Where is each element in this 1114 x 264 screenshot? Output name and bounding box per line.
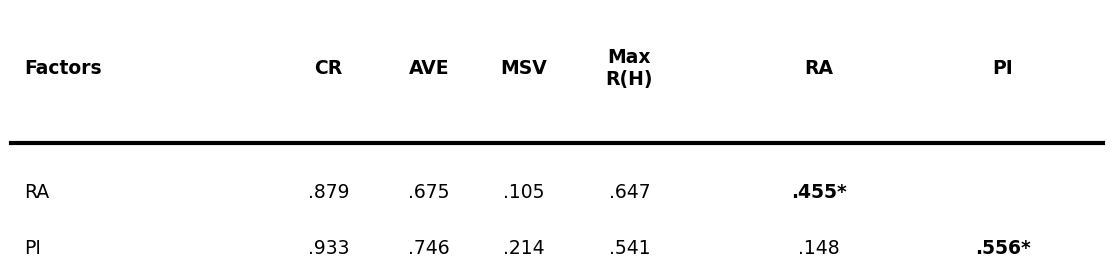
Text: RA: RA [25, 183, 50, 202]
Text: .647: .647 [608, 183, 651, 202]
Text: AVE: AVE [409, 59, 449, 78]
Text: Factors: Factors [25, 59, 102, 78]
Text: .148: .148 [798, 239, 840, 258]
Text: .746: .746 [408, 239, 450, 258]
Text: CR: CR [314, 59, 343, 78]
Text: .879: .879 [307, 183, 350, 202]
Text: Max
R(H): Max R(H) [606, 48, 653, 89]
Text: .933: .933 [307, 239, 350, 258]
Text: MSV: MSV [500, 59, 547, 78]
Text: PI: PI [25, 239, 41, 258]
Text: .214: .214 [502, 239, 545, 258]
Text: .105: .105 [502, 183, 545, 202]
Text: RA: RA [804, 59, 833, 78]
Text: .541: .541 [608, 239, 651, 258]
Text: .556*: .556* [975, 239, 1030, 258]
Text: PI: PI [993, 59, 1013, 78]
Text: .675: .675 [408, 183, 450, 202]
Text: .455*: .455* [791, 183, 847, 202]
